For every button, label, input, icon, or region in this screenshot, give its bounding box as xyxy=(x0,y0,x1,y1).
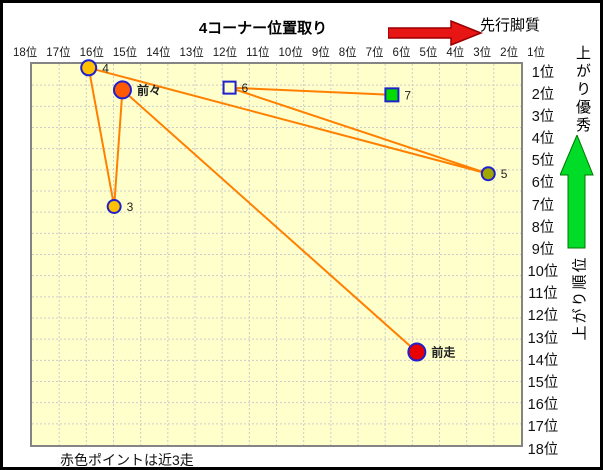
y-axis-tick-label: 5位 xyxy=(531,153,555,170)
x-axis-tick-label: 14位 xyxy=(146,46,171,59)
x-axis-tick-label: 6位 xyxy=(392,46,411,59)
y-axis-labels: 1位 2位 3位 4位 5位 6位 7位 8位 9位 10位 11位 12位 13位 14位 15位 16位 1… xyxy=(523,60,563,459)
x-axis-tick-label: 10位 xyxy=(278,46,303,59)
agari-rank-label: 上がり順位 xyxy=(571,255,589,341)
race-path-line xyxy=(87,66,489,353)
y-axis-tick-label: 13位 xyxy=(527,330,559,347)
y-axis-tick-label: 3位 xyxy=(531,108,555,125)
x-axis-tick-label: 2位 xyxy=(500,46,519,59)
x-axis-tick-label: 18位 xyxy=(13,46,38,59)
data-point-5 xyxy=(480,166,496,182)
y-axis-tick-label: 4位 xyxy=(531,131,555,148)
y-axis-tick-label: 15位 xyxy=(527,374,559,391)
data-point-3 xyxy=(106,198,122,214)
data-point-label: 前走 xyxy=(431,345,455,360)
x-axis-tick-label: 15位 xyxy=(112,46,138,59)
x-axis-tick-label: 11位 xyxy=(246,46,270,59)
data-point-前走 xyxy=(407,342,427,362)
data-point-label: 前々 xyxy=(137,82,161,97)
data-point-4 xyxy=(80,59,98,77)
chart-title: 4コーナー位置取り xyxy=(198,20,328,37)
x-axis-tick-label: 5位 xyxy=(419,46,438,59)
data-point-label: 3 xyxy=(127,200,134,214)
y-axis-tick-label: 16位 xyxy=(527,397,559,414)
y-axis-tick-label: 17位 xyxy=(527,419,559,436)
scatter-plot: 前走 前々 3 4 5 6 7 xyxy=(32,59,521,445)
data-point-label: 7 xyxy=(404,88,411,102)
x-axis-tick-label: 4位 xyxy=(446,46,465,59)
x-axis-tick-label: 16位 xyxy=(79,46,104,59)
y-axis-tick-label: 8位 xyxy=(531,219,555,236)
y-axis-tick-label: 6位 xyxy=(531,175,555,192)
agari-up-arrow-icon xyxy=(560,135,594,249)
y-axis-tick-label: 10位 xyxy=(527,264,559,281)
x-axis-tick-label: 9位 xyxy=(311,46,330,59)
y-axis-tick-label: 18位 xyxy=(527,441,559,458)
x-axis-tick-label: 17位 xyxy=(46,46,71,59)
x-axis-tick-label: 3位 xyxy=(473,46,492,59)
y-axis-tick-label: 14位 xyxy=(527,352,559,369)
data-point-6 xyxy=(222,80,237,95)
data-point-前々 xyxy=(112,80,132,100)
data-point-label: 6 xyxy=(242,81,249,95)
y-axis-tick-label: 11位 xyxy=(528,286,558,303)
x-axis-tick-label: 12位 xyxy=(212,46,238,59)
agari-excellent-label: 上がり優秀 xyxy=(574,45,591,135)
y-axis-tick-label: 7位 xyxy=(531,197,555,214)
y-axis-tick-label: 12位 xyxy=(527,308,559,325)
x-axis-tick-label: 1位 xyxy=(527,46,545,59)
x-axis-tick-label: 8位 xyxy=(338,46,357,59)
x-axis-labels: 18位 17位 16位 15位 14位 13位 12位 11位 10位 9位 8位 7位 6位 5位 4位 3… xyxy=(10,43,548,60)
front-runner-label: 先行脚質 xyxy=(480,17,541,34)
footnote: 赤色ポイントは近3走 xyxy=(60,452,194,468)
x-axis-tick-label: 7位 xyxy=(365,46,384,59)
data-point-label: 5 xyxy=(501,167,508,181)
y-axis-tick-label: 9位 xyxy=(531,241,555,258)
data-point-7 xyxy=(384,87,400,103)
front-runner-arrow-icon xyxy=(388,20,483,46)
x-axis-tick-label: 13位 xyxy=(179,46,204,59)
y-axis-tick-label: 2位 xyxy=(531,86,555,103)
data-point-label: 4 xyxy=(102,61,109,75)
y-axis-tick-label: 1位 xyxy=(531,64,555,81)
plot-area: 前走 前々 3 4 5 6 7 xyxy=(30,59,523,447)
